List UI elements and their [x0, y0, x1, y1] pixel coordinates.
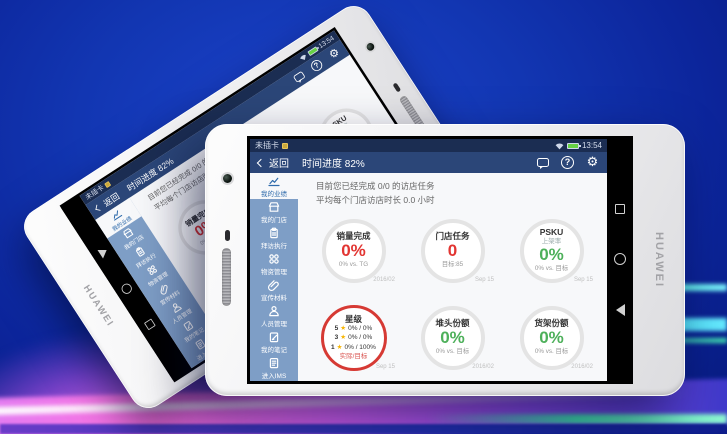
huawei-logo: HUAWEI — [653, 232, 665, 288]
metric-date: 2016/02 — [373, 277, 395, 284]
android-back-icon[interactable] — [615, 304, 625, 316]
dashboard-content: 目前您已经完成 0/0 的访店任务 平均每个门店访店时长 0.0 小时 销量完成… — [298, 173, 607, 381]
back-chevron-icon[interactable] — [95, 204, 102, 211]
light-sensor-icon — [225, 230, 230, 241]
tablet-front-bezel — [205, 136, 247, 384]
back-chevron-icon[interactable] — [256, 158, 266, 167]
wifi-icon — [299, 54, 306, 60]
metrics-grid: 销量完成 0% 0% vs. TG 2016/02 门店任务 — [304, 207, 601, 381]
sidebar-item-visit-execution[interactable]: 拜访执行 — [119, 235, 165, 276]
recents-button-icon[interactable] — [615, 204, 625, 214]
speaker-grille-icon — [222, 248, 231, 306]
metric-date: Sep 15 — [573, 277, 593, 284]
summary-line-1: 目前您已经完成 0/0 的访店任务 — [316, 181, 435, 191]
tablet-brand-bezel: HUAWEI — [633, 136, 685, 384]
performance-chart-icon — [113, 210, 122, 221]
sidebar-item-personnel[interactable]: 人员管理 — [250, 303, 298, 329]
materials-grid-icon — [147, 265, 157, 275]
metric-ring: PSKU 上架率 0% 0% vs. 目标 — [519, 218, 584, 283]
sidebar-item-materials[interactable]: 物资管理 — [131, 253, 177, 294]
message-icon[interactable] — [292, 70, 306, 83]
metric-ring-red: 星级 5★0% / 0% 3★0% / 0% 1★0% / — [320, 304, 387, 371]
metric-ring: 门店任务 0 目标:85 — [420, 218, 485, 283]
sidebar-item-my-notes[interactable]: 我的笔记 — [250, 329, 298, 355]
bottom-blue-strip — [0, 424, 727, 434]
metric-ring: 堆头份额 0% 0% vs. 目标 — [420, 305, 485, 370]
star-icon: ★ — [340, 324, 347, 332]
android-status-bar: 未插卡 13:54 — [79, 30, 341, 206]
settings-icon[interactable] — [327, 46, 342, 61]
sidebar-item-my-performance[interactable]: 我的业绩 — [250, 173, 298, 199]
green-light-streak — [427, 414, 727, 424]
visit-clipboard-icon — [270, 227, 278, 238]
sidebar-item-visit-execution[interactable]: 拜访执行 — [250, 225, 298, 251]
ims-document-icon — [269, 357, 279, 368]
front-camera-icon — [223, 174, 232, 183]
sidebar-item-my-stores[interactable]: 我的门店 — [107, 216, 153, 257]
star-row: 5★0% / 0% — [334, 324, 373, 332]
sidebar-nav: 我的业绩 我的门店 拜访执行 — [250, 173, 298, 381]
star-row: 3★0% / 0% — [334, 334, 373, 342]
retail-app: 未插卡 13:54 返回 时间进度 82% — [250, 139, 607, 381]
personnel-icon — [269, 305, 279, 316]
time-progress-label: 时间进度 82% — [302, 159, 365, 170]
sidebar-item-materials[interactable]: 物资管理 — [250, 251, 298, 277]
light-sensor-icon — [392, 82, 402, 93]
android-back-icon[interactable] — [97, 246, 110, 259]
sim-warning-icon — [282, 142, 288, 149]
materials-grid-icon — [269, 253, 279, 264]
metric-date: Sep 15 — [474, 277, 494, 284]
star-icon: ★ — [336, 343, 343, 351]
status-time: 13:54 — [581, 141, 602, 150]
battery-icon — [566, 142, 581, 149]
store-icon — [268, 201, 280, 212]
huawei-tablet: 未插卡 13:54 返回 时间进度 82% — [205, 124, 685, 396]
summary-line-2: 平均每个门店访店时长 0.0 小时 — [316, 195, 435, 206]
metric-ring: 货架份额 0% 0% vs. 目标 — [519, 305, 584, 370]
sidebar-item-my-performance[interactable]: 我的业绩 — [95, 197, 142, 239]
sidebar-item-enter-ims[interactable]: 进入IMS — [250, 355, 298, 381]
tablet-screen: 未插卡 13:54 返回 时间进度 82% — [247, 136, 633, 384]
sim-warning-icon — [103, 180, 111, 188]
home-button-icon[interactable] — [614, 253, 626, 265]
store-icon — [123, 227, 134, 239]
sidebar-item-promo-materials[interactable]: 宣传材料 — [250, 277, 298, 303]
visit-clipboard-icon — [135, 246, 145, 257]
front-camera-icon — [365, 41, 376, 53]
promo-paperclip-icon — [268, 279, 279, 291]
metric-sales-completion[interactable]: 销量完成 0% 0% vs. TG 2016/02 — [304, 207, 403, 294]
metric-shelf-share[interactable]: 货架份额 0% 0% vs. 目标 2016/02 — [502, 294, 601, 381]
android-nav-bar — [607, 139, 633, 381]
help-icon[interactable] — [309, 57, 325, 74]
star-row: 1★0% / 100% — [331, 343, 376, 351]
front-tablet: 未插卡 13:54 返回 时间进度 82% — [205, 124, 685, 396]
huawei-logo: HUAWEI — [81, 283, 116, 329]
metric-date: 2016/02 — [571, 364, 593, 370]
star-icon: ★ — [340, 334, 347, 342]
message-icon[interactable] — [537, 158, 549, 169]
home-button-icon[interactable] — [119, 281, 134, 296]
recents-button-icon[interactable] — [143, 318, 156, 331]
app-header-bar: 返回 时间进度 82% — [250, 152, 607, 173]
metric-star-rating[interactable]: 星级 5★0% / 0% 3★0% / 0% 1★0% / — [304, 294, 403, 381]
metric-date: 2016/02 — [472, 364, 494, 370]
notes-icon — [269, 331, 279, 342]
wifi-icon — [555, 143, 564, 149]
help-icon[interactable] — [561, 156, 574, 169]
metric-psku-listing[interactable]: PSKU 上架率 0% 0% vs. 目标 Sep 15 — [502, 207, 601, 294]
sidebar-item-my-stores[interactable]: 我的门店 — [250, 199, 298, 225]
android-status-bar: 未插卡 13:54 — [250, 139, 607, 152]
back-button[interactable]: 返回 — [269, 159, 289, 170]
metric-ring: 销量完成 0% 0% vs. TG — [321, 218, 386, 283]
metric-date: Sep 15 — [375, 364, 395, 370]
metric-store-tasks[interactable]: 门店任务 0 目标:85 Sep 15 — [403, 207, 502, 294]
performance-chart-icon — [268, 177, 280, 186]
carrier-label: 未插卡 — [255, 141, 279, 150]
settings-icon[interactable] — [586, 156, 599, 169]
metric-endcap-share[interactable]: 堆头份额 0% 0% vs. 目标 2016/02 — [403, 294, 502, 381]
